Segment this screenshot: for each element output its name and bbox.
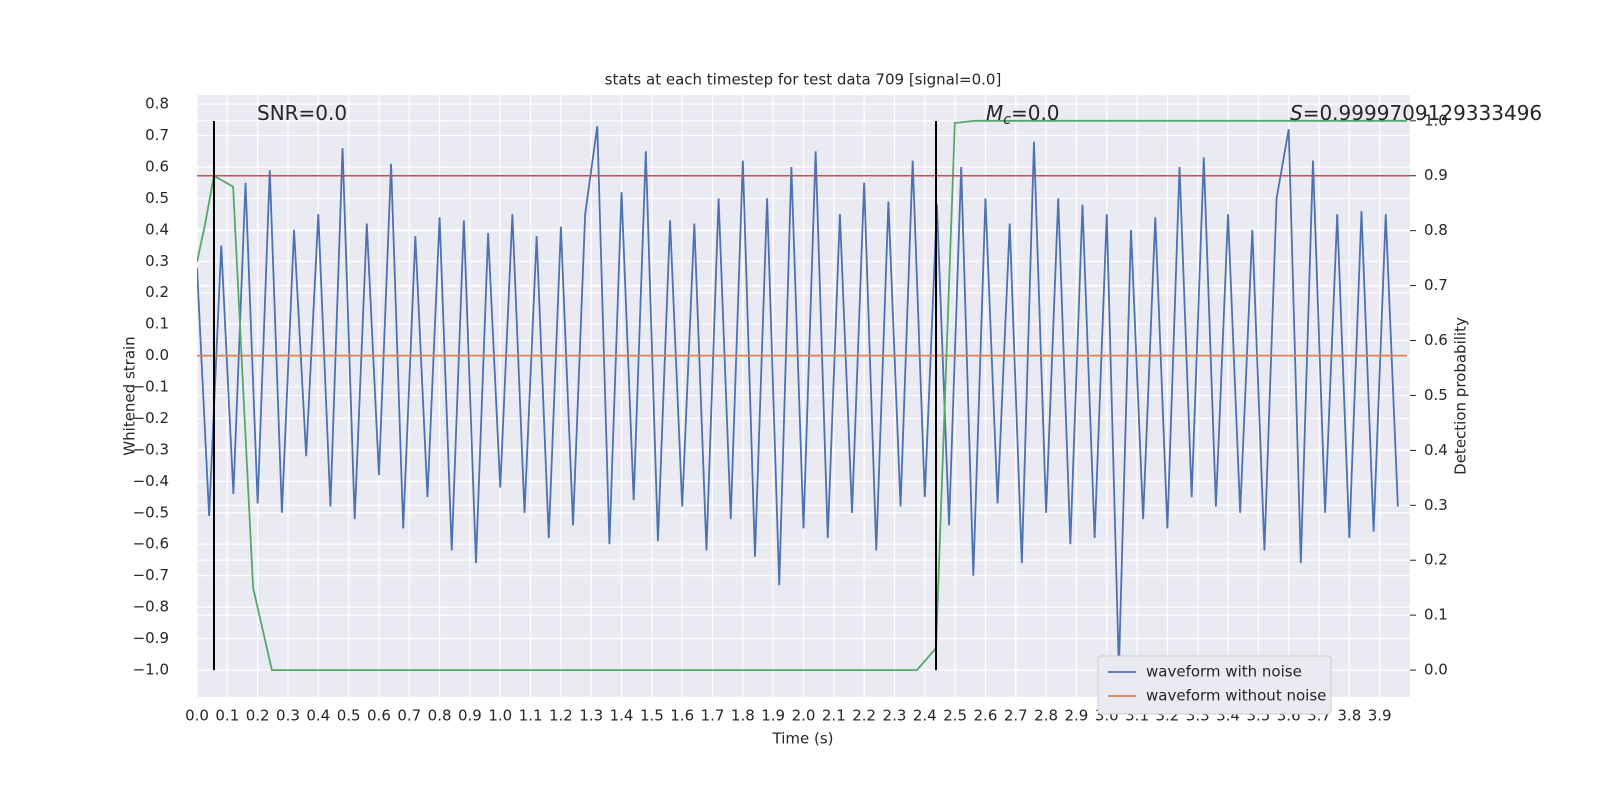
annotation-text: =0.0	[1011, 101, 1060, 125]
x-tick-label: 0.1	[215, 707, 239, 725]
y-tick-label: 0.2	[145, 283, 169, 301]
x-tick-label: 0.2	[246, 707, 270, 725]
x-tick-label: 2.7	[1004, 707, 1028, 725]
y-tick-label: −0.4	[133, 472, 169, 490]
y2-tick-label: 0.9	[1424, 166, 1448, 184]
x-tick-label: 2.3	[883, 707, 907, 725]
y-tick-label: 0.1	[145, 315, 169, 333]
annotation: Mc=0.0	[986, 101, 1060, 129]
y-tick-label: 0.3	[145, 252, 169, 270]
x-tick-label: 0.4	[306, 707, 330, 725]
x-tick-label: 0.6	[367, 707, 391, 725]
annotation: SNR=0.0	[257, 101, 347, 125]
y2-tick-label: 0.5	[1424, 386, 1448, 404]
y2-axis-label: Detection probability	[1452, 317, 1470, 475]
y2-tick-label: 0.1	[1424, 606, 1448, 624]
y2-tick-label: 0.8	[1424, 221, 1448, 239]
legend-label: waveform without noise	[1146, 687, 1326, 705]
annotation-text: SNR=0.0	[257, 101, 347, 125]
y-tick-label: −0.8	[133, 598, 169, 616]
x-tick-label: 0.0	[185, 707, 209, 725]
x-tick-label: 2.4	[913, 707, 937, 725]
x-tick-label: 3.9	[1368, 707, 1392, 725]
grid	[196, 95, 1410, 697]
x-tick-label: 2.9	[1064, 707, 1088, 725]
x-tick-label: 1.2	[549, 707, 573, 725]
x-tick-label: 1.3	[579, 707, 603, 725]
legend-box	[1097, 655, 1332, 715]
y-tick-label: 0.7	[145, 126, 169, 144]
y2-tick-label: 0.7	[1424, 276, 1448, 294]
y-tick-label: −0.9	[133, 629, 169, 647]
y-tick-label: −0.5	[133, 503, 169, 521]
x-tick-label: 3.8	[1337, 707, 1361, 725]
y-axis-label: Whitened strain	[121, 336, 139, 455]
x-tick-label: 1.9	[761, 707, 785, 725]
y-tick-label: −0.1	[133, 378, 169, 396]
y-tick-label: 0.5	[145, 189, 169, 207]
x-tick-label: 1.4	[610, 707, 634, 725]
annotation-symbol: M	[986, 101, 1003, 125]
x-tick-label: 2.0	[792, 707, 816, 725]
y-tick-label: −0.2	[133, 409, 169, 427]
series-line	[197, 125, 1399, 670]
y-tick-label: 0.8	[145, 95, 169, 113]
legend-label: waveform with noise	[1146, 663, 1302, 681]
annotation-subscript: c	[1003, 112, 1011, 128]
y-tick-label: 0.0	[145, 346, 169, 364]
series-line	[197, 119, 1407, 671]
y-tick-label: 0.6	[145, 157, 169, 175]
x-tick-label: 1.6	[670, 707, 694, 725]
annotation-symbol: S	[1290, 101, 1303, 125]
x-tick-label: 1.5	[640, 707, 664, 725]
x-tick-label: 1.1	[519, 707, 543, 725]
x-tick-label: 2.1	[822, 707, 846, 725]
x-tick-label: 2.6	[974, 707, 998, 725]
x-tick-label: 0.9	[458, 707, 482, 725]
x-tick-label: 1.0	[488, 707, 512, 725]
x-tick-label: 0.3	[276, 707, 300, 725]
labels: 0.0 0.1 0.2 0.3 0.4 0.5 0.6 0.7 0.8 0.9 1.0 1.1 1.2 1…	[133, 95, 1543, 725]
y-tick-label: −0.6	[133, 535, 169, 553]
x-tick-label: 0.7	[397, 707, 421, 725]
y2-tick-label: 0.2	[1424, 551, 1448, 569]
x-tick-label: 2.5	[943, 707, 967, 725]
y-tick-label: −0.3	[133, 440, 169, 458]
x-axis-label: Time (s)	[772, 730, 834, 748]
y2-tick-label: 1.0	[1424, 111, 1448, 129]
annotation-text: =0.9999709129333496	[1303, 101, 1542, 125]
x-tick-label: 0.8	[428, 707, 452, 725]
x-tick-label: 1.7	[701, 707, 725, 725]
chart-title: stats at each timestep for test data 709…	[605, 71, 1002, 89]
y2-tick-label: 0.3	[1424, 496, 1448, 514]
y-tick-label: 0.4	[145, 220, 169, 238]
x-tick-label: 2.2	[852, 707, 876, 725]
y2-tick-label: 0.4	[1424, 441, 1448, 459]
x-tick-label: 2.8	[1034, 707, 1058, 725]
y2-tick-label: 0.6	[1424, 331, 1448, 349]
marks	[197, 119, 1410, 671]
x-tick-label: 0.5	[337, 707, 361, 725]
x-tick-label: 1.8	[731, 707, 755, 725]
y-tick-label: −0.7	[133, 566, 169, 584]
annotation: S=0.9999709129333496	[1290, 101, 1542, 125]
y2-tick-label: 0.0	[1424, 661, 1448, 679]
y-tick-label: −1.0	[133, 660, 169, 678]
